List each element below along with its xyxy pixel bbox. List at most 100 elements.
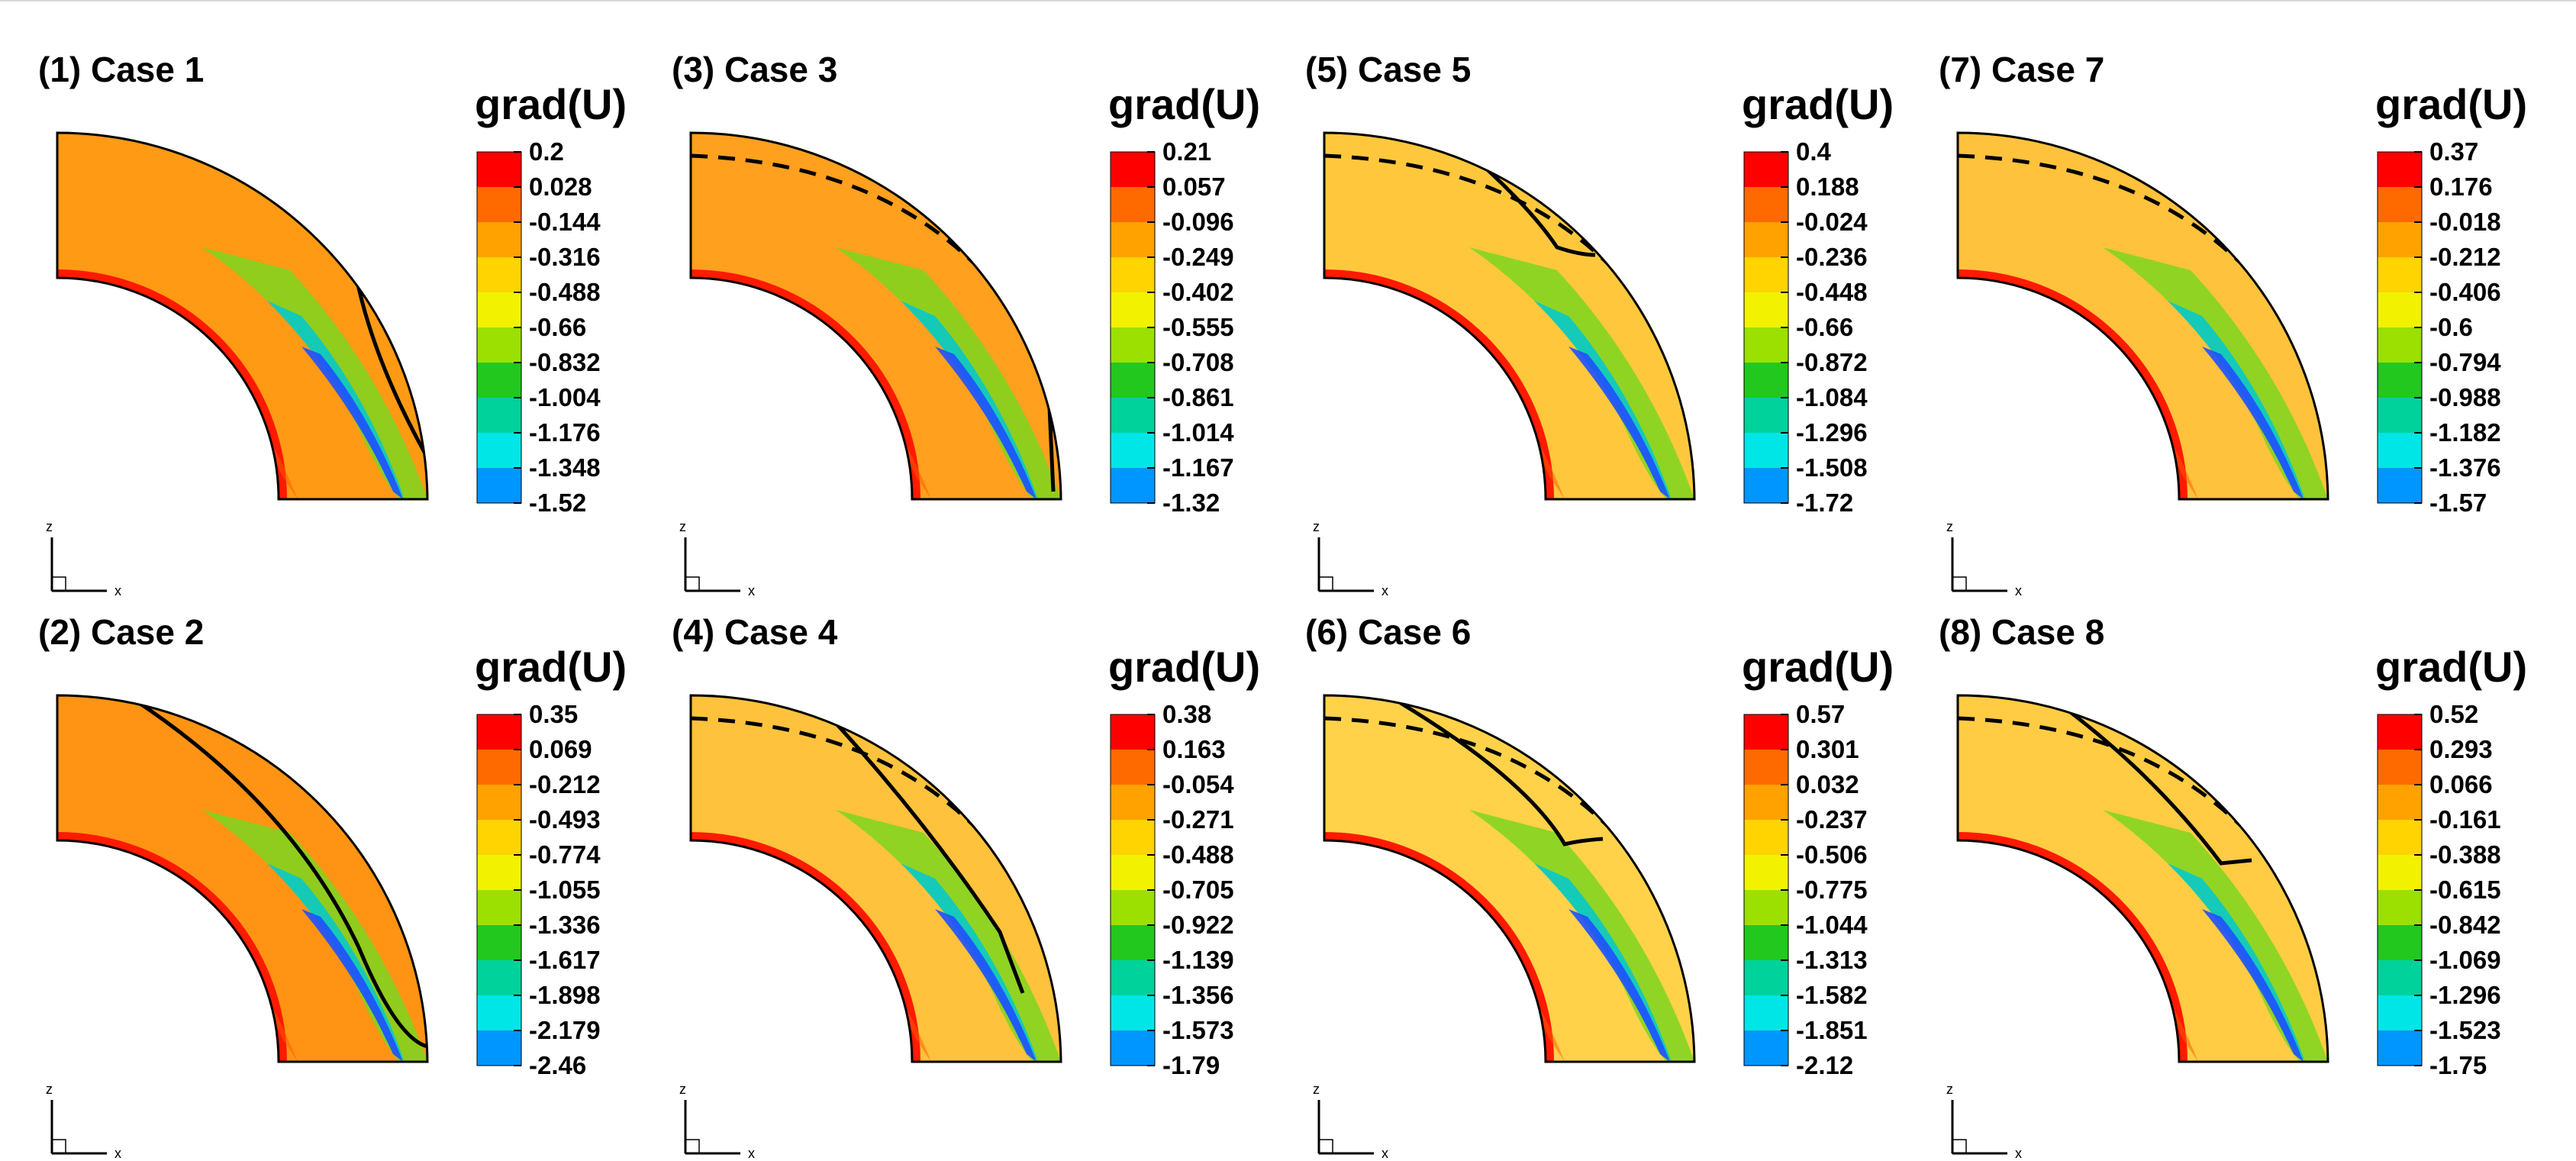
legend-tick-label: 0.066 <box>2429 770 2493 798</box>
axis-triad: zx <box>679 519 755 598</box>
legend-tick-label: 0.028 <box>529 173 592 201</box>
contour-field <box>1324 695 1694 1062</box>
axis-triad: zx <box>46 1082 121 1161</box>
legend-swatch <box>1111 398 1155 434</box>
legend-tick-label: -0.493 <box>529 805 601 834</box>
legend-tick-label: -1.084 <box>1796 383 1868 411</box>
legend-tick-label: -1.75 <box>2429 1051 2487 1079</box>
legend-swatch <box>1111 785 1155 821</box>
contour-field <box>57 695 427 1062</box>
panel-case-8: (8) Case 8 grad(U) z x 0.52 0.293 0.066 -0.161-… <box>1939 611 2572 1161</box>
legend-tick-label: 0.057 <box>1162 173 1226 201</box>
contour-field <box>691 132 1061 499</box>
z-axis-label: z <box>1946 1082 1953 1097</box>
legend-swatch <box>477 292 521 328</box>
legend-tick-label: -1.523 <box>2429 1016 2501 1044</box>
legend-tick-label: -0.506 <box>1796 840 1868 869</box>
legend-tick-label: -1.376 <box>2429 453 2501 482</box>
x-axis-label: x <box>748 1146 755 1161</box>
contour-field <box>691 695 1061 1062</box>
panel-title: (8) Case 8 <box>1939 612 2105 652</box>
legend-tick-label: -0.794 <box>2429 348 2501 376</box>
legend-swatch <box>1744 1030 1788 1066</box>
legend-swatch <box>1744 925 1788 961</box>
legend-swatch <box>1111 1030 1155 1066</box>
legend-tick-label: -0.861 <box>1162 383 1234 411</box>
legend-tick-label: -0.842 <box>2429 911 2501 939</box>
legend-swatch <box>1744 468 1788 504</box>
legend-title: grad(U) <box>2375 643 2528 691</box>
legend-swatch <box>477 890 521 926</box>
legend-swatch <box>2378 960 2422 996</box>
axis-triad: zx <box>679 1082 755 1161</box>
legend-tick-label: -1.582 <box>1796 981 1868 1009</box>
legend-swatch <box>1744 855 1788 891</box>
legend-swatch <box>477 398 521 434</box>
legend-swatch <box>477 257 521 293</box>
legend-tick-label: -0.615 <box>2429 876 2501 904</box>
legend-tick-label: -0.488 <box>529 278 601 306</box>
legend-tick-label: -1.167 <box>1162 453 1234 482</box>
legend-tick-label: -0.555 <box>1162 313 1234 341</box>
legend-tick-label: -0.271 <box>1162 805 1234 834</box>
legend-swatch <box>2378 1030 2422 1066</box>
z-axis-label: z <box>1313 1082 1320 1097</box>
x-axis-label: x <box>2015 1146 2022 1161</box>
legend-swatch <box>477 433 521 469</box>
legend-swatch <box>1111 152 1155 188</box>
x-axis-label: x <box>1381 1146 1388 1161</box>
legend-swatch <box>1744 890 1788 926</box>
panel-title: (7) Case 7 <box>1939 50 2105 89</box>
legend-title: grad(U) <box>1108 80 1261 128</box>
legend-swatch <box>1111 750 1155 785</box>
legend-tick-label: -0.212 <box>529 770 601 798</box>
legend-tick-label: -0.988 <box>2429 383 2501 411</box>
legend-tick-label: -2.179 <box>529 1016 601 1044</box>
legend-swatch <box>477 714 521 750</box>
legend-tick-label: -1.069 <box>2429 946 2501 974</box>
legend-swatch <box>477 925 521 961</box>
legend-tick-label: -0.66 <box>1796 313 1853 341</box>
legend-swatch <box>477 960 521 996</box>
top-divider <box>0 0 2576 2</box>
legend-tick-label: 0.032 <box>1796 770 1859 798</box>
legend-swatch <box>2378 222 2422 258</box>
legend-tick-label: -1.32 <box>1162 489 1220 517</box>
legend-swatch <box>477 750 521 785</box>
panel-case-1: (1) Case 1 grad(U) z x 0.2 0.028 -0.144 -0.316-… <box>38 49 672 598</box>
legend-swatch <box>1744 398 1788 434</box>
legend-tick-label: -0.488 <box>1162 840 1234 869</box>
legend-tick-label: -0.024 <box>1796 208 1868 236</box>
legend-swatch <box>1111 855 1155 891</box>
legend-swatch <box>477 222 521 258</box>
legend-tick-label: -0.705 <box>1162 876 1234 904</box>
legend-swatch <box>477 855 521 891</box>
legend-tick-label: -0.6 <box>2429 313 2473 341</box>
z-axis-label: z <box>46 519 53 534</box>
legend-title: grad(U) <box>2375 80 2528 128</box>
z-axis-label: z <box>679 1082 686 1097</box>
legend-tick-label: 0.21 <box>1162 137 1211 166</box>
legend-tick-label: 0.069 <box>529 735 592 763</box>
legend-tick-label: 0.35 <box>529 700 578 728</box>
legend-tick-label: 0.293 <box>2429 735 2493 763</box>
legend-swatch <box>1744 750 1788 785</box>
legend-swatch <box>1111 468 1155 504</box>
legend-tick-label: -0.775 <box>1796 876 1868 904</box>
contour-plot: zx0.520.2930.066-0.161-0.388-0.615-0.842… <box>1946 694 2501 1161</box>
legend-tick-label: -0.774 <box>529 840 601 869</box>
panel-case-2: (2) Case 2 grad(U) z x 0.35 0.069 -0.212 -0.493… <box>38 611 672 1161</box>
legend-tick-label: -0.872 <box>1796 348 1868 376</box>
legend-swatch <box>477 363 521 398</box>
contour-plot: zx0.350.069-0.212-0.493-0.774-1.055-1.33… <box>46 694 601 1161</box>
legend-title: grad(U) <box>1742 80 1894 128</box>
legend-tick-label: 0.163 <box>1162 735 1226 763</box>
legend-swatch <box>2378 468 2422 504</box>
panel-title: (1) Case 1 <box>38 50 205 89</box>
legend-tick-label: -1.044 <box>1796 911 1868 939</box>
legend-swatch <box>1111 257 1155 293</box>
axis-triad: zx <box>1946 1082 2022 1161</box>
legend-tick-label: 0.37 <box>2429 137 2478 166</box>
legend-swatch <box>2378 820 2422 856</box>
legend-swatch <box>1111 714 1155 750</box>
